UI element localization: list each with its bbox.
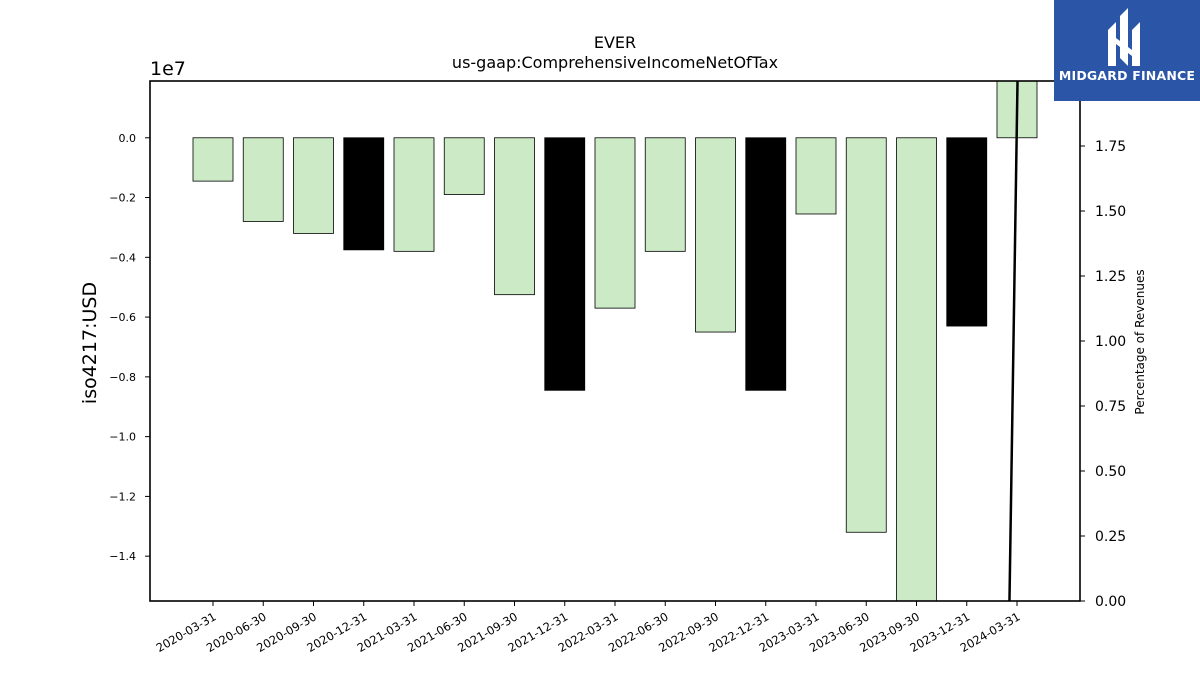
bar-2020-09-30 bbox=[293, 137, 334, 234]
logo-mark-icon bbox=[1108, 8, 1140, 66]
logo-text: MIDGARD FINANCE bbox=[1058, 68, 1196, 83]
y2-tick-label: 0.25 bbox=[1095, 529, 1126, 545]
y2-tick-label: 0.00 bbox=[1095, 594, 1126, 610]
midgard-finance-logo: MIDGARD FINANCE bbox=[1054, 0, 1200, 101]
bar-2020-12-31 bbox=[343, 137, 385, 251]
y-tick-label: 0.0 bbox=[119, 132, 137, 145]
bar-2021-06-30 bbox=[443, 137, 485, 195]
chart-title: EVER bbox=[594, 33, 636, 52]
y-tick-label: −1.2 bbox=[109, 490, 136, 503]
bar-2022-03-31 bbox=[594, 137, 636, 309]
y-axis-label: iso4217:USD bbox=[79, 282, 101, 404]
y2-axis-label: Percentage of Revenues bbox=[1133, 269, 1147, 414]
y2-tick-label: 1.00 bbox=[1095, 334, 1126, 350]
y2-tick-label: 0.75 bbox=[1095, 399, 1126, 415]
bar-2022-09-30 bbox=[695, 137, 736, 333]
bar-2020-03-31 bbox=[192, 137, 234, 182]
bar-2021-03-31 bbox=[393, 137, 435, 252]
bar-2020-06-30 bbox=[242, 137, 284, 222]
bar-2021-12-31 bbox=[544, 137, 586, 391]
y2-tick-label: 1.25 bbox=[1095, 269, 1126, 285]
y-tick-label: −0.6 bbox=[109, 311, 136, 324]
y-tick-label: −0.2 bbox=[109, 192, 136, 205]
bar-2022-12-31 bbox=[745, 137, 787, 391]
y-tick-label: −0.8 bbox=[109, 371, 136, 384]
y-tick-label: −1.0 bbox=[109, 431, 136, 444]
y-tick-label: −0.4 bbox=[109, 251, 136, 264]
percentage-line-layer bbox=[1008, 81, 1019, 601]
y-tick-label: −1.4 bbox=[109, 550, 136, 563]
bar-2023-12-31 bbox=[946, 137, 988, 327]
y2-tick-label: 1.75 bbox=[1095, 139, 1126, 155]
bar-2023-09-30 bbox=[896, 137, 937, 601]
chart-subtitle: us-gaap:ComprehensiveIncomeNetOfTax bbox=[452, 53, 778, 72]
y2-tick-label: 0.50 bbox=[1095, 464, 1126, 480]
bar-2023-06-30 bbox=[845, 137, 887, 533]
bars-layer bbox=[192, 81, 1038, 601]
y2-tick-label: 1.50 bbox=[1095, 204, 1126, 220]
bar-2023-03-31 bbox=[795, 137, 837, 215]
bar-2022-06-30 bbox=[644, 137, 686, 252]
y-offset-label: 1e7 bbox=[150, 58, 186, 80]
bar-2021-09-30 bbox=[494, 137, 535, 296]
percentage-line bbox=[1008, 81, 1019, 601]
